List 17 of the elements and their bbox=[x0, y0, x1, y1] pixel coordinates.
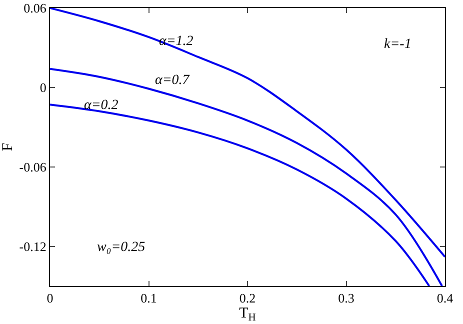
x-tick-label: 0.4 bbox=[436, 290, 454, 306]
y-tick-label: -0.12 bbox=[19, 238, 46, 254]
line-series bbox=[50, 68, 444, 286]
x-axis-title: T$_{H}$ bbox=[239, 306, 256, 324]
x-tick-label: 0.1 bbox=[140, 290, 157, 306]
x-tick-label: 0.3 bbox=[338, 290, 354, 306]
x-tick-label: 0.2 bbox=[239, 290, 256, 306]
annotation: w₀=0.25 bbox=[97, 240, 146, 255]
line-series bbox=[50, 8, 445, 258]
y-tick-label: 0.06 bbox=[24, 0, 47, 16]
y-tick-label: -0.06 bbox=[19, 159, 47, 174]
annotation: k=-1 bbox=[384, 37, 412, 52]
annotation: α=1.2 bbox=[159, 34, 194, 49]
y-axis-title: F bbox=[0, 142, 16, 152]
y-tick-label: 0 bbox=[40, 80, 46, 95]
annotation: α=0.7 bbox=[155, 73, 190, 88]
annotation: α=0.2 bbox=[84, 98, 118, 113]
